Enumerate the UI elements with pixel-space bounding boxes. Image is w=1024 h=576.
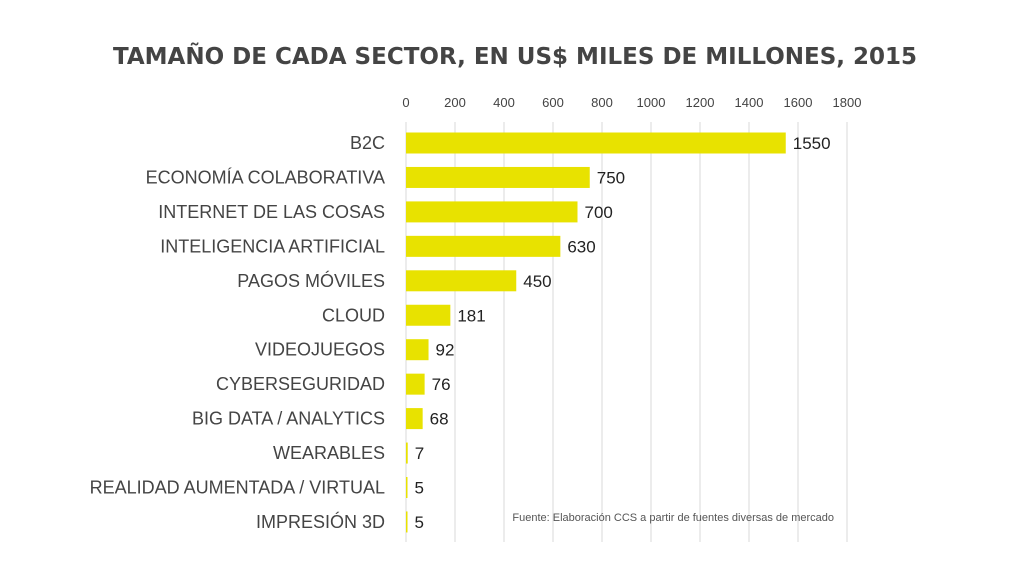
- value-label: 181: [457, 306, 485, 325]
- x-tick-label: 200: [444, 95, 466, 110]
- value-label: 5: [415, 513, 424, 532]
- category-labels: B2C ECONOMÍA COLABORATIVA INTERNET DE LAS …: [90, 133, 385, 532]
- x-tick-label: 600: [542, 95, 564, 110]
- bar: [406, 132, 786, 154]
- bar: [406, 373, 425, 395]
- x-tick-label: 1800: [833, 95, 862, 110]
- category-label: B2C: [350, 133, 385, 153]
- category-label: INTERNET DE LAS COSAS: [158, 202, 385, 222]
- value-label: 750: [597, 168, 625, 187]
- category-label: REALIDAD AUMENTADA / VIRTUAL: [90, 478, 385, 498]
- value-label: 76: [432, 375, 451, 394]
- value-label: 68: [430, 410, 449, 429]
- bar: [406, 477, 408, 498]
- value-label: 1550: [793, 134, 831, 153]
- value-label: 5: [415, 479, 424, 498]
- bar: [406, 201, 578, 223]
- bar: [406, 408, 423, 430]
- bar: [406, 339, 429, 361]
- chart-title: TAMAÑO DE CADA SECTOR, EN US$ MILES DE M…: [113, 42, 917, 70]
- value-label: 7: [415, 444, 424, 463]
- bars: [406, 132, 786, 533]
- category-label: CYBERSEGURIDAD: [216, 374, 385, 394]
- x-tick-label: 1600: [784, 95, 813, 110]
- category-label: IMPRESIÓN 3D: [256, 511, 385, 532]
- x-tick-label: 1200: [686, 95, 715, 110]
- category-label: PAGOS MÓVILES: [237, 270, 385, 291]
- category-label: VIDEOJUEGOS: [255, 340, 385, 360]
- x-tick-label: 400: [493, 95, 515, 110]
- gridlines: [405, 122, 848, 542]
- value-label: 630: [567, 237, 595, 256]
- value-label: 450: [523, 272, 551, 291]
- bar: [406, 442, 408, 464]
- category-label: ECONOMÍA COLABORATIVA: [146, 167, 385, 187]
- source-note: Fuente: Elaboración CCS a partir de fuen…: [512, 512, 834, 524]
- category-label: INTELIGENCIA ARTIFICIAL: [160, 236, 385, 256]
- x-tick-label: 800: [591, 95, 613, 110]
- bar: [406, 166, 590, 188]
- bar: [406, 511, 408, 533]
- bar: [406, 235, 561, 257]
- bar: [406, 270, 517, 292]
- bar: [406, 304, 451, 326]
- x-tick-label: 1000: [637, 95, 666, 110]
- x-tick-label: 1400: [735, 95, 764, 110]
- category-label: BIG DATA / ANALYTICS: [192, 409, 385, 429]
- x-axis-ticks: 0 200 400 600 800 1000 1200 1400 1600 1800: [402, 95, 861, 110]
- category-label: CLOUD: [322, 305, 385, 325]
- x-tick-label: 0: [402, 95, 409, 110]
- value-label: 700: [585, 203, 613, 222]
- value-label: 92: [436, 341, 455, 360]
- category-label: WEARABLES: [273, 443, 385, 463]
